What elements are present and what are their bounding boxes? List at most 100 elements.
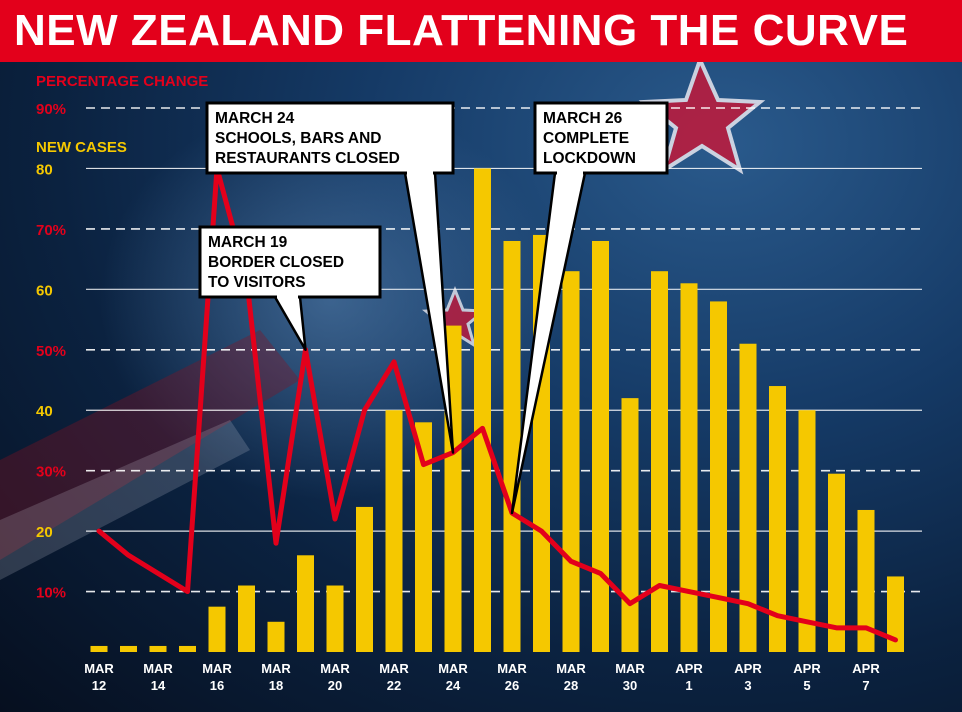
callout-text: MARCH 19: [208, 234, 288, 251]
x-tick-label: 16: [210, 678, 224, 693]
x-axis-ticks: MAR 12 MAR 14 MAR 16 MAR 18 MAR 20 MAR 22 MAR 24 MAR 26…: [84, 661, 880, 693]
line-point: [274, 541, 278, 545]
bar: [680, 283, 698, 652]
bar: [503, 240, 521, 652]
line-point: [599, 571, 602, 575]
callout-text: MARCH 24: [215, 110, 295, 127]
callout-box: [205, 101, 455, 175]
callout-text: BORDER CLOSED: [208, 254, 344, 271]
callout-box: [533, 101, 669, 175]
callout-text: LOCKDOWN: [543, 150, 636, 167]
bar: [474, 168, 491, 652]
x-tick-label: MAR: [497, 661, 527, 676]
bar: [267, 621, 285, 652]
callout-march24: MARCH 24 SCHOOLS, BARS AND RESTAURANTS CLO…: [205, 101, 455, 454]
x-tick-label: MAR: [438, 661, 468, 676]
bar: [415, 422, 432, 652]
bar: [356, 506, 373, 652]
line-point: [186, 590, 189, 594]
left-tick-label: 60: [36, 282, 53, 299]
x-tick-label: MAR: [84, 661, 114, 676]
right-tick-label: 10%: [36, 585, 66, 602]
x-tick-label: MAR: [202, 661, 232, 676]
bar: [828, 473, 845, 652]
bar: [297, 555, 314, 652]
x-tick-label: 26: [505, 678, 519, 693]
callout-march19: MARCH 19 BORDER CLOSED TO VISITORS: [198, 225, 382, 352]
bar: [385, 410, 403, 652]
line-point: [776, 614, 779, 618]
x-tick-label: APR: [852, 661, 880, 676]
right-tick-label: 70%: [36, 222, 66, 239]
x-tick-label: 28: [564, 678, 578, 693]
x-tick-label: APR: [793, 661, 821, 676]
line-point: [156, 571, 160, 575]
callout-text: MARCH 26: [543, 110, 623, 127]
line-point: [658, 584, 661, 588]
x-tick-label: 7: [862, 678, 869, 693]
right-tick-label: 90%: [36, 101, 66, 118]
callout-text: SCHOOLS, BARS AND: [215, 130, 382, 147]
bar: [149, 645, 167, 652]
x-tick-label: 24: [446, 678, 461, 693]
right-tick-label: 30%: [36, 464, 66, 481]
bar: [739, 343, 757, 652]
bar-series: [90, 168, 904, 652]
bar: [208, 606, 226, 652]
line-point: [864, 626, 868, 630]
x-tick-label: MAR: [320, 661, 350, 676]
line-point: [127, 553, 130, 557]
left-tick-label: 40: [36, 403, 53, 420]
left-tick-label: 20: [36, 524, 53, 541]
bar: [592, 240, 609, 652]
title-bar: NEW ZEALAND FLATTENING THE CURVE: [0, 0, 962, 62]
line-point: [481, 426, 484, 430]
axis-labels: 20 40 60 80 10% 30% 50% 70% 90%: [36, 101, 66, 602]
line-point: [569, 559, 573, 563]
callout-march26: MARCH 26 COMPLETE LOCKDOWN: [510, 101, 669, 515]
bar: [651, 271, 668, 652]
x-tick-label: 3: [744, 678, 751, 693]
x-tick-label: 30: [623, 678, 637, 693]
bar: [326, 585, 344, 652]
callout-text: TO VISITORS: [208, 274, 306, 291]
bar: [710, 301, 727, 652]
line-point: [97, 529, 101, 533]
bar: [120, 645, 137, 652]
line-point: [687, 590, 691, 594]
x-tick-label: APR: [675, 661, 703, 676]
x-tick-label: MAR: [556, 661, 586, 676]
right-tick-label: 50%: [36, 343, 66, 360]
x-tick-label: 12: [92, 678, 106, 693]
x-tick-label: MAR: [261, 661, 291, 676]
bar: [90, 645, 108, 652]
line-point: [835, 626, 838, 630]
line-point: [628, 602, 632, 606]
bar: [769, 386, 786, 652]
x-tick-label: 5: [803, 678, 810, 693]
line-point: [422, 463, 425, 467]
x-tick-label: MAR: [379, 661, 409, 676]
callout-text: RESTAURANTS CLOSED: [215, 150, 400, 167]
left-axis-title: NEW CASES: [36, 139, 127, 156]
line-point: [333, 517, 337, 521]
line-point: [746, 602, 750, 606]
line-point: [717, 596, 720, 600]
bar: [621, 398, 639, 652]
page-title: NEW ZEALAND FLATTENING THE CURVE: [14, 6, 909, 55]
x-tick-label: 14: [151, 678, 166, 693]
left-tick-label: 80: [36, 161, 53, 178]
bar: [562, 271, 580, 652]
x-tick-label: 22: [387, 678, 401, 693]
bar: [857, 509, 875, 652]
callout-box: [198, 225, 382, 299]
x-tick-label: MAR: [143, 661, 173, 676]
line-point: [894, 638, 897, 642]
line-point: [392, 360, 396, 364]
line-point: [540, 529, 543, 533]
bar: [887, 576, 904, 652]
callout-text: COMPLETE: [543, 130, 629, 147]
